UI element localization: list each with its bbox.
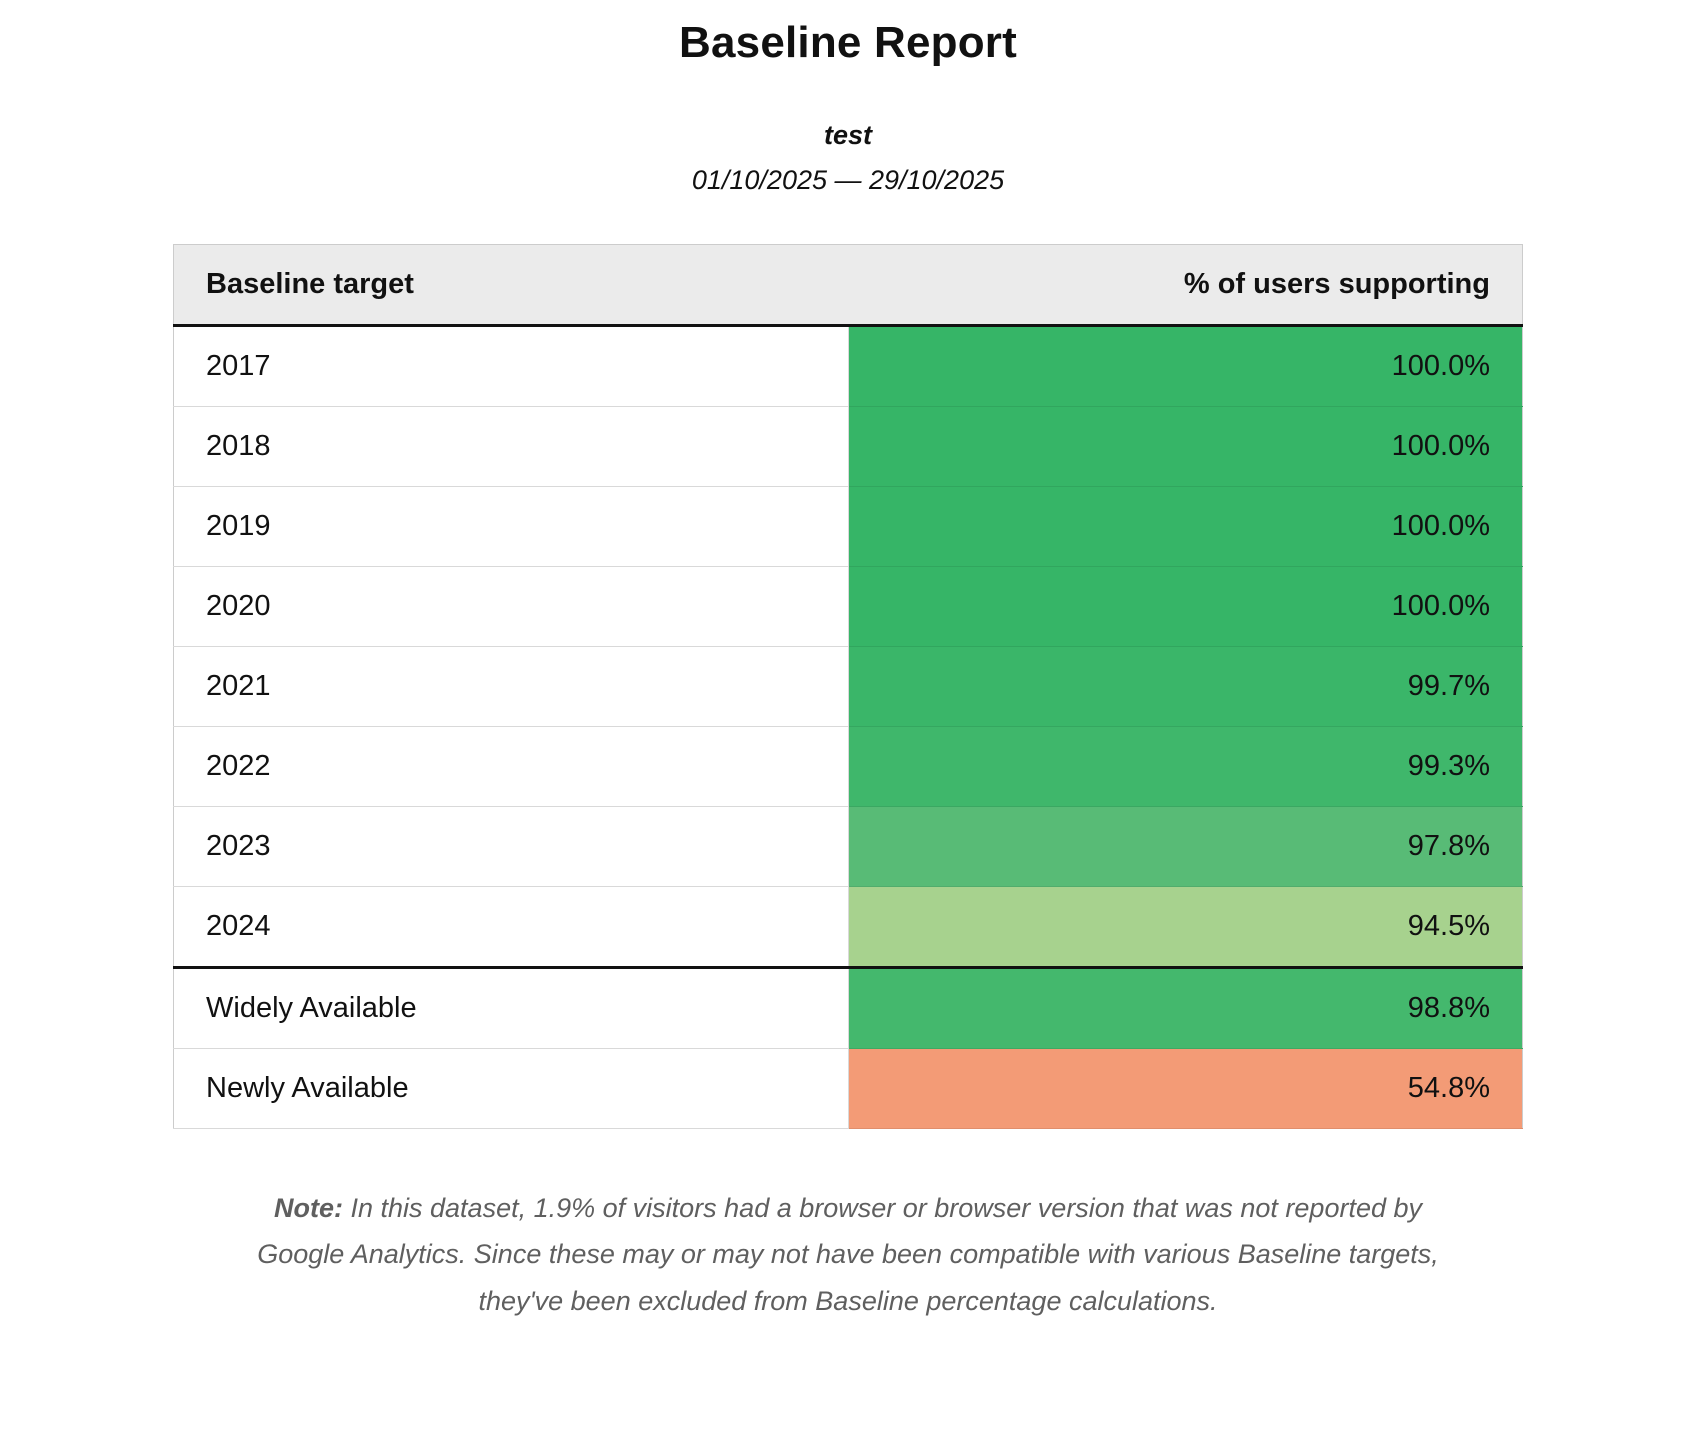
support-percent-cell: 54.8% (848, 1048, 1523, 1129)
baseline-target-cell: 2021 (173, 646, 849, 727)
support-percent-cell: 97.8% (848, 806, 1523, 887)
table-header-row: Baseline target % of users supporting (173, 244, 1523, 327)
table-row: 2023 97.8% (173, 806, 1523, 887)
table-row: 2017 100.0% (173, 325, 1523, 407)
table-row: 2022 99.3% (173, 726, 1523, 807)
support-percent-cell: 98.8% (848, 966, 1523, 1049)
support-percent-cell: 100.0% (848, 566, 1523, 647)
baseline-target-cell: Newly Available (173, 1048, 849, 1129)
note-label: Note: (273, 1193, 343, 1223)
baseline-target-cell: 2024 (173, 886, 849, 968)
report-note: Note: In this dataset, 1.9% of visitors … (248, 1185, 1448, 1324)
report-table-body: 2017 100.0% 2018 100.0% 2019 100.0% 2020 100.0%… (173, 325, 1523, 1129)
table-row: 2024 94.5% (173, 886, 1523, 968)
table-header: Baseline target % of users supporting (173, 244, 1523, 327)
baseline-target-cell: Widely Available (173, 966, 849, 1049)
baseline-target-cell: 2023 (173, 806, 849, 887)
baseline-target-cell: 2019 (173, 486, 849, 567)
support-percent-cell: 99.7% (848, 646, 1523, 727)
column-header-baseline-target: Baseline target (173, 244, 848, 327)
support-percent-cell: 99.3% (848, 726, 1523, 807)
note-text: In this dataset, 1.9% of visitors had a … (257, 1193, 1439, 1316)
support-percent-cell: 100.0% (848, 325, 1523, 407)
support-percent-cell: 100.0% (848, 406, 1523, 487)
report-date-range: 01/10/2025 — 29/10/2025 (691, 165, 1005, 195)
baseline-target-cell: 2020 (173, 566, 849, 647)
table-row: 2018 100.0% (173, 406, 1523, 487)
table-row: Widely Available 98.8% (173, 966, 1523, 1049)
baseline-target-cell: 2018 (173, 406, 849, 487)
table-row: Newly Available 54.8% (173, 1048, 1523, 1129)
table-row: 2020 100.0% (173, 566, 1523, 647)
support-percent-cell: 100.0% (848, 486, 1523, 567)
table-row: 2019 100.0% (173, 486, 1523, 567)
support-percent-cell: 94.5% (848, 886, 1523, 968)
baseline-target-cell: 2017 (173, 325, 849, 407)
report-subtitle: test (823, 120, 872, 150)
baseline-target-cell: 2022 (173, 726, 849, 807)
table-row: 2021 99.7% (173, 646, 1523, 727)
baseline-report-table: Baseline target % of users supporting 20… (173, 244, 1523, 1129)
page-title: Baseline Report (679, 18, 1017, 67)
column-header-percent-supporting: % of users supporting (848, 244, 1523, 327)
